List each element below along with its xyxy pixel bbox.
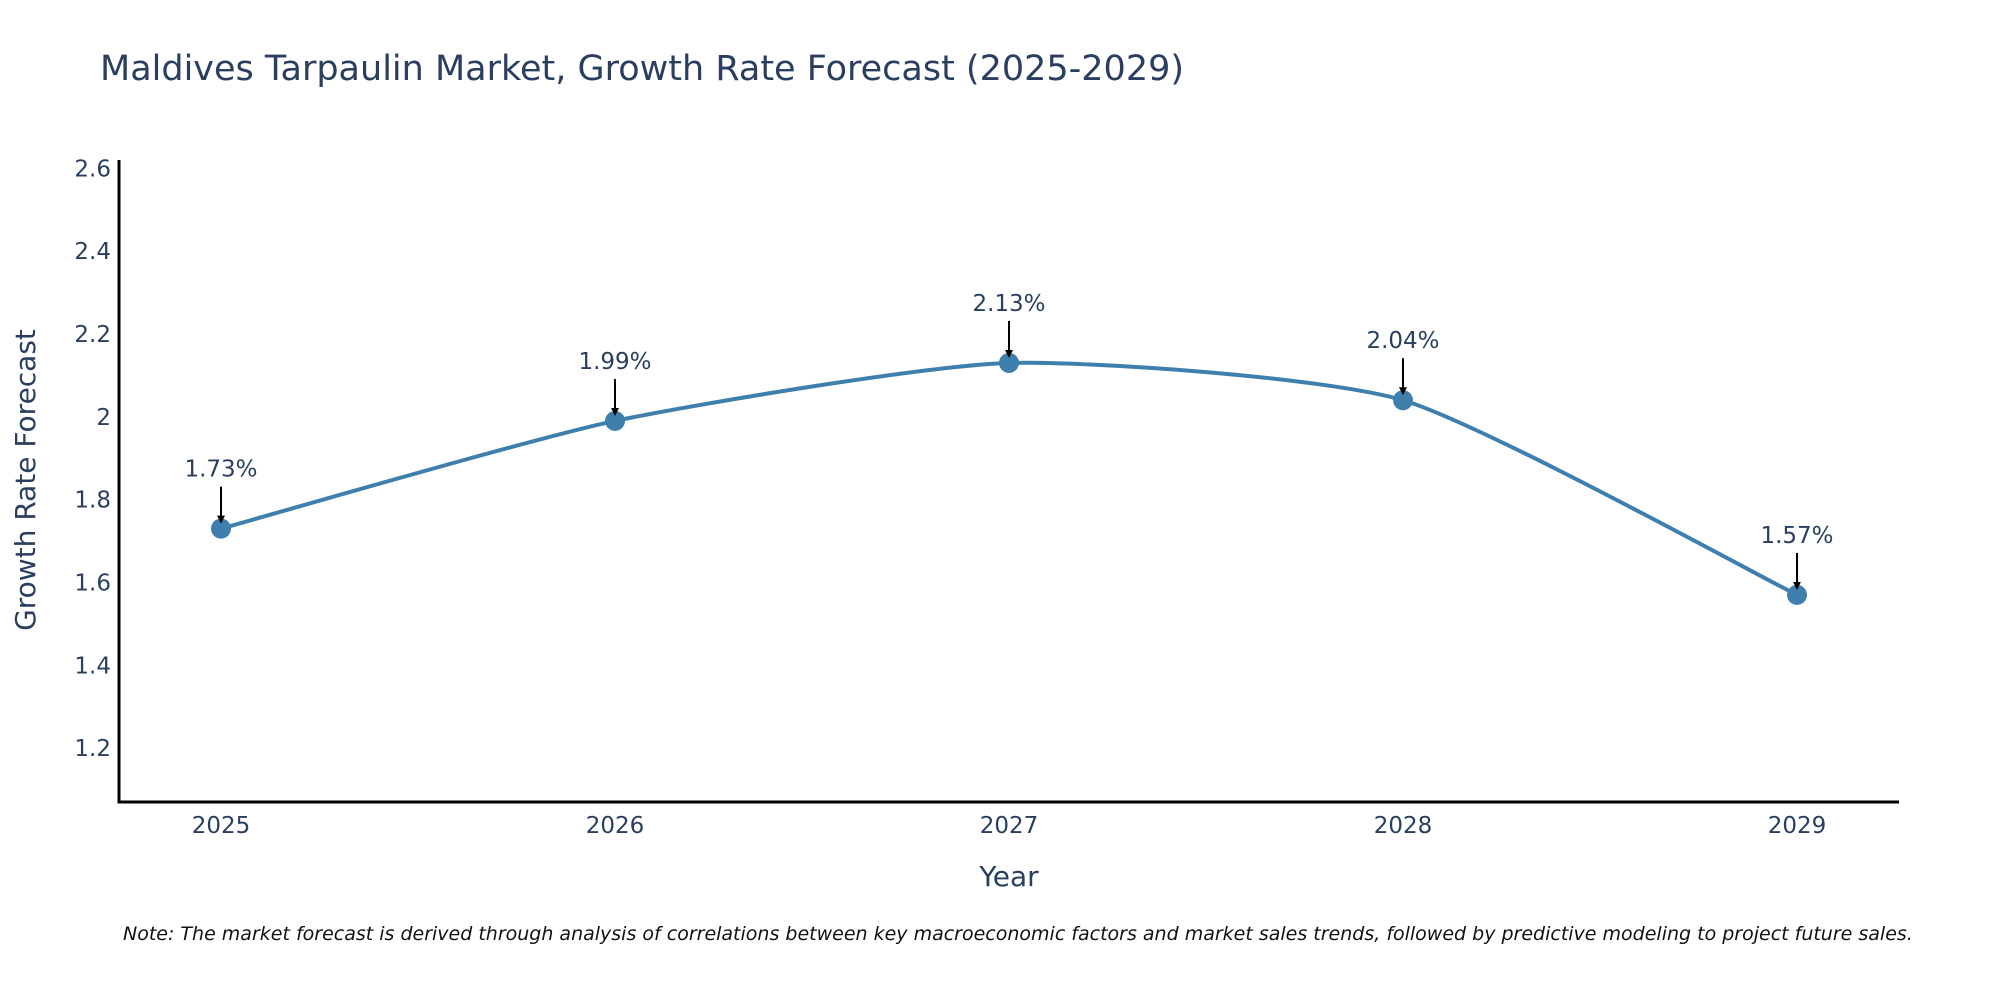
plot-area: 1.21.41.61.822.22.42.6 2025 2026 2027 2028 2… — [74, 156, 1899, 839]
y-tick-label: 1.2 — [74, 736, 111, 762]
x-tick-label: 2027 — [980, 813, 1039, 839]
y-axis-title: Growth Rate Forecast — [9, 329, 42, 631]
x-tick-label: 2029 — [1768, 813, 1827, 839]
x-axis-title: Year — [978, 860, 1039, 893]
data-point-marker — [1393, 390, 1413, 411]
series-line — [219, 360, 1799, 597]
y-tick-label: 2 — [96, 405, 111, 431]
data-point-marker — [999, 352, 1019, 373]
y-tick-label: 1.6 — [74, 570, 111, 596]
data-point-marker — [211, 518, 231, 539]
data-point-marker — [605, 410, 625, 431]
y-tick-label: 1.4 — [74, 653, 111, 679]
y-tick-labels: 1.2 1.4 1.6 1.8 2 2.2 2.4 2.6 — [74, 156, 111, 762]
x-tick-label: 2025 — [192, 813, 251, 839]
chart-title: Maldives Tarpaulin Market, Growth Rate F… — [100, 49, 1184, 89]
y-tick-label: 2.6 — [74, 156, 111, 182]
data-label: 1.73% — [184, 457, 257, 483]
data-label: 2.04% — [1366, 328, 1439, 354]
data-label-annotations: 1.73% 1.99% 2.13% 2.04% 1.57% — [184, 291, 1834, 590]
data-label: 1.99% — [578, 349, 651, 375]
data-point-marker — [1787, 584, 1807, 605]
data-label: 2.13% — [972, 291, 1045, 317]
y-tick-label: 1.8 — [74, 488, 111, 514]
data-label: 1.57% — [1760, 523, 1833, 549]
x-tick-label: 2026 — [586, 813, 645, 839]
y-tick-label: 2.2 — [74, 322, 111, 348]
data-points — [211, 352, 1807, 605]
y-tick-label: 2.4 — [74, 239, 111, 265]
x-tick-label: 2028 — [1374, 813, 1433, 839]
forecast-note: Note: The market forecast is derived thr… — [123, 923, 1913, 945]
x-tick-labels: 2025 2026 2027 2028 2029 — [192, 813, 1827, 839]
